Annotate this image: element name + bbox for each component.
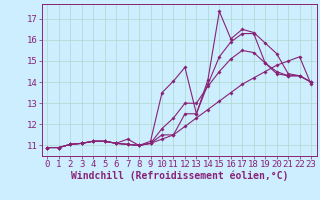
X-axis label: Windchill (Refroidissement éolien,°C): Windchill (Refroidissement éolien,°C) [70, 171, 288, 181]
